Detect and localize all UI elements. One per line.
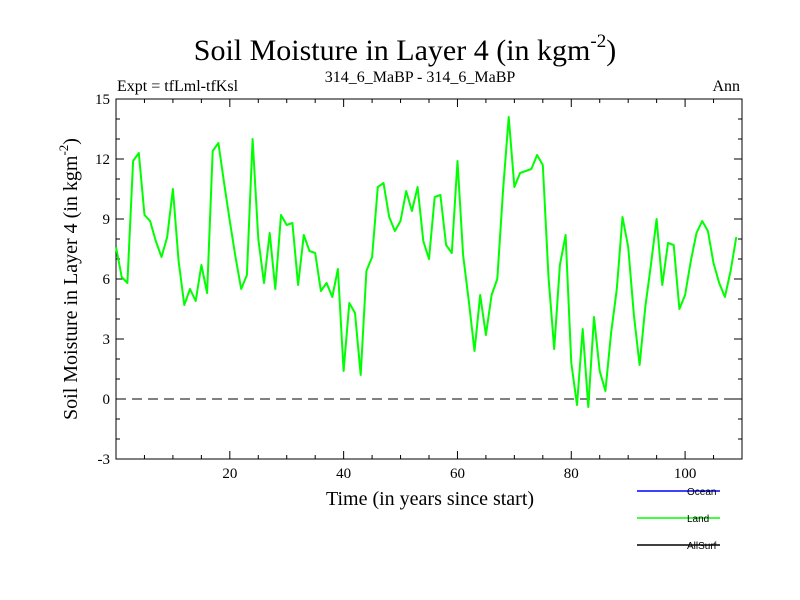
y-tick-label: 6 [103, 272, 111, 288]
y-tick-label: -3 [98, 452, 111, 468]
center-subtitle: 314_6_MaBP - 314_6_MaBP [325, 69, 516, 86]
left-subtitle: Expt = tfLml-tfKsl [117, 78, 239, 95]
legend-label-ocean: Ocean [687, 487, 716, 498]
y-axis-label: Soil Moisture in Layer 4 (in kgm-2) [56, 138, 82, 420]
y-axis: -3 0 3 6 9 12 15 [95, 92, 742, 468]
chart-title: Soil Moisture in Layer 4 (in kgm-2) [194, 31, 616, 67]
x-tick-label: 100 [674, 466, 697, 482]
legend-label-land: Land [687, 514, 709, 525]
y-tick-label: 9 [103, 212, 111, 228]
y-tick-label: 3 [103, 332, 111, 348]
x-tick-label: 20 [222, 466, 237, 482]
series-line-land [115, 116, 738, 408]
x-tick-label: 80 [564, 466, 579, 482]
x-tick-label: 40 [336, 466, 351, 482]
y-tick-label: 0 [103, 392, 111, 408]
x-axis: 20 40 60 80 100 [143, 99, 715, 482]
series-layer [115, 116, 738, 408]
y-tick-label: 12 [95, 152, 110, 168]
x-tick-label: 60 [450, 466, 465, 482]
right-subtitle: Ann [712, 78, 740, 95]
legend: Ocean Land AllSurf [637, 487, 720, 552]
legend-label-allsurf: AllSurf [687, 541, 717, 552]
x-axis-label: Time (in years since start) [326, 488, 534, 510]
y-tick-label: 15 [95, 92, 110, 108]
